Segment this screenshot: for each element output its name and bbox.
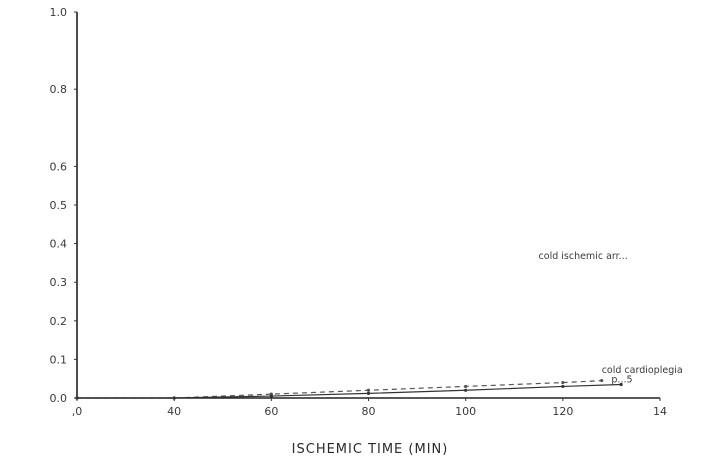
y-tick-label: 0.6 xyxy=(50,160,68,173)
y-tick-label: 0.8 xyxy=(50,83,68,96)
data-point xyxy=(172,396,176,400)
x-tick-label: 100 xyxy=(455,405,476,418)
x-tick-label: 80 xyxy=(362,405,376,418)
annotation-label: cold cardioplegia xyxy=(602,365,683,376)
x-tick-label: 40 xyxy=(167,405,181,418)
x-axis-title: ISCHEMIC TIME (MIN) xyxy=(292,442,449,457)
x-tick-label: ,0 xyxy=(72,405,83,418)
data-point xyxy=(561,380,565,385)
data-point xyxy=(600,379,604,383)
y-tick-label: 0.0 xyxy=(50,392,68,405)
data-point xyxy=(464,384,468,389)
series-line-1 xyxy=(77,380,602,399)
y-tick-label: 1.0 xyxy=(50,6,68,19)
y-tick-label: 0.5 xyxy=(50,199,68,212)
series-layer xyxy=(75,379,623,400)
labels-layer: cold ischemic arr... cold cardioplegiap..… xyxy=(539,251,683,386)
data-point xyxy=(366,391,371,395)
x-tick-label: 60 xyxy=(264,405,278,418)
x-tick-label: 120 xyxy=(552,405,573,418)
data-point xyxy=(464,388,468,392)
x-tick-label: 14 xyxy=(653,405,667,418)
axes: 0.0 0.1 0.2 0.3 0.4 0.5 0.6 0.8 1.0 ,0 40 60 80 100 12… xyxy=(50,6,668,418)
y-tick-label: 0.2 xyxy=(50,315,68,328)
y-tick-label: 0.1 xyxy=(50,353,68,366)
data-point xyxy=(619,382,623,387)
data-point xyxy=(75,396,79,400)
data-point xyxy=(269,394,273,398)
data-point xyxy=(561,384,565,389)
annotation-label: p...5 xyxy=(611,375,632,386)
annotation-label: cold ischemic arr... xyxy=(539,251,628,262)
data-point xyxy=(366,388,371,392)
y-tick-label: 0.3 xyxy=(50,276,68,289)
y-tick-label: 0.4 xyxy=(50,238,68,251)
